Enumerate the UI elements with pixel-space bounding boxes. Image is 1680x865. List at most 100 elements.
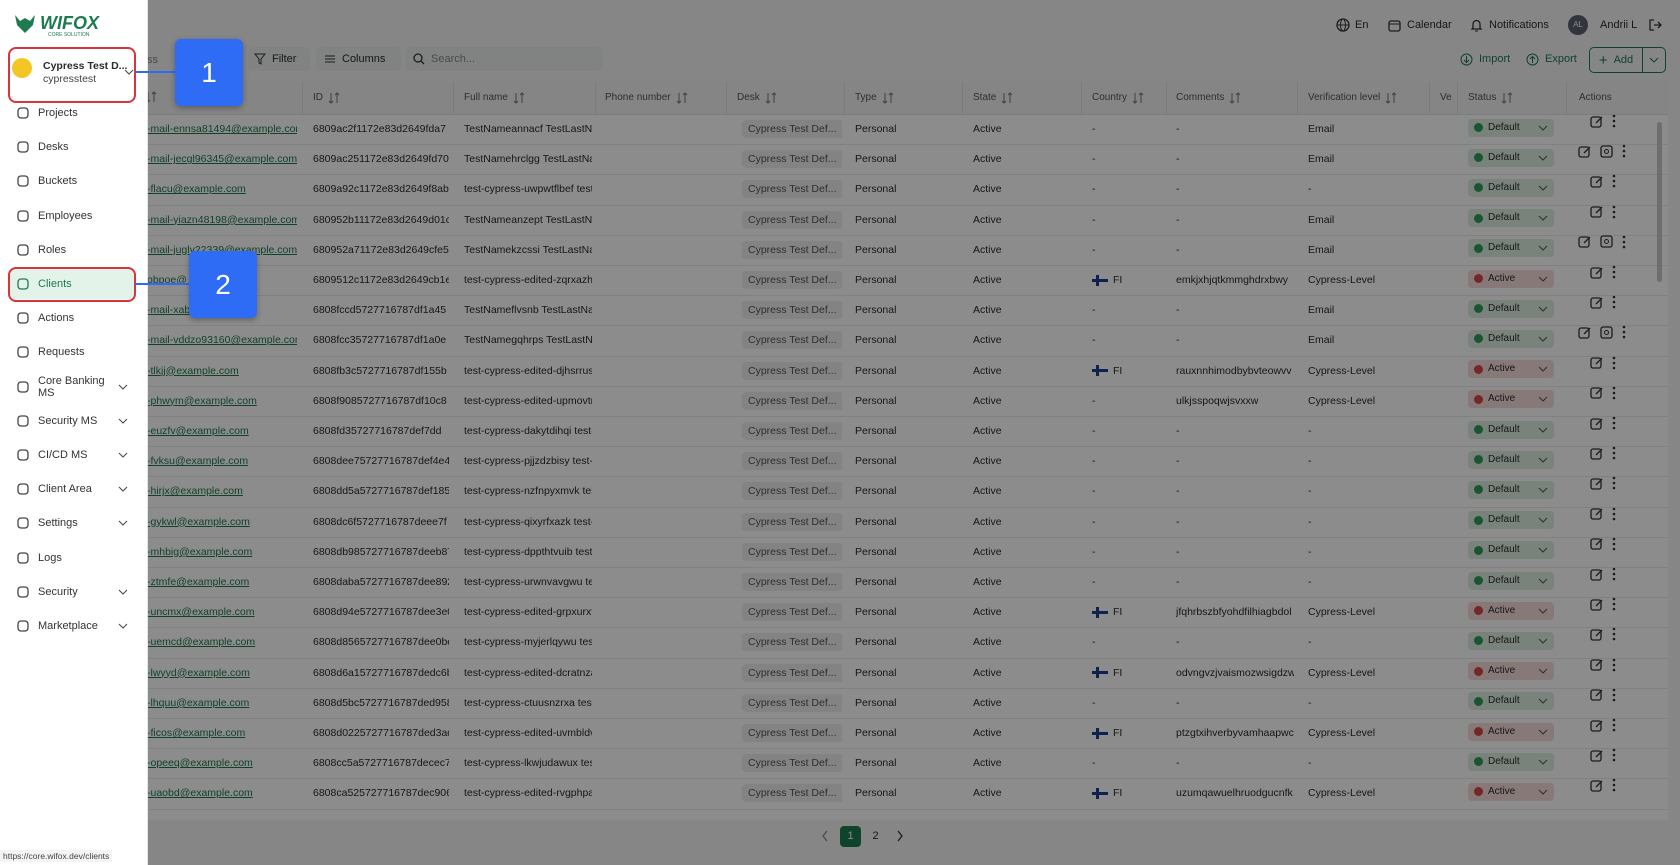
more-action[interactable]: [1612, 537, 1616, 551]
more-action[interactable]: [1612, 718, 1616, 732]
edit-action[interactable]: [1590, 749, 1603, 762]
more-action[interactable]: [1612, 476, 1616, 490]
status-select[interactable]: Default: [1468, 752, 1554, 771]
status-select[interactable]: Default: [1468, 541, 1554, 560]
columns-button[interactable]: Columns: [316, 47, 402, 71]
nav-item[interactable]: Requests: [9, 337, 136, 367]
status-select[interactable]: Active: [1468, 360, 1554, 379]
nav-item[interactable]: Security: [9, 577, 136, 607]
column-header[interactable]: Verification level: [1308, 82, 1397, 114]
edit-action[interactable]: [1578, 235, 1591, 248]
calendar[interactable]: Calendar: [1388, 16, 1452, 34]
more-action[interactable]: [1612, 416, 1616, 430]
status-select[interactable]: Active: [1468, 601, 1554, 620]
nav-item[interactable]: Clients: [9, 269, 136, 299]
column-header[interactable]: Desk: [737, 82, 777, 114]
view-action[interactable]: [1600, 235, 1613, 248]
edit-action[interactable]: [1590, 507, 1603, 520]
more-action[interactable]: [1612, 386, 1616, 400]
status-select[interactable]: Default: [1468, 631, 1554, 650]
edit-action[interactable]: [1590, 628, 1603, 641]
export-button[interactable]: Export: [1526, 47, 1577, 71]
column-header[interactable]: Full name: [464, 82, 525, 114]
status-select[interactable]: Default: [1468, 511, 1554, 530]
more-action[interactable]: [1622, 144, 1626, 158]
workspace-name[interactable]: Cypress Test D...: [43, 60, 128, 72]
page-button[interactable]: 2: [872, 830, 879, 842]
more-action[interactable]: [1612, 265, 1616, 279]
nav-item[interactable]: Employees: [9, 201, 136, 231]
edit-action[interactable]: [1590, 719, 1603, 732]
column-header[interactable]: State: [973, 82, 1013, 114]
status-select[interactable]: Default: [1468, 209, 1554, 228]
edit-action[interactable]: [1578, 145, 1591, 158]
more-action[interactable]: [1612, 446, 1616, 460]
status-select[interactable]: Default: [1468, 480, 1554, 499]
column-header[interactable]: Actions: [1579, 82, 1612, 114]
status-select[interactable]: Default: [1468, 239, 1554, 258]
search-box[interactable]: Search...: [405, 47, 603, 71]
more-action[interactable]: [1622, 235, 1626, 249]
add-button[interactable]: + Add: [1589, 47, 1643, 73]
nav-item[interactable]: Core Banking MS: [9, 372, 136, 402]
edit-action[interactable]: [1590, 115, 1603, 128]
more-action[interactable]: [1612, 205, 1616, 219]
edit-action[interactable]: [1590, 658, 1603, 671]
nav-item[interactable]: Marketplace: [9, 611, 136, 641]
nav-item[interactable]: Security MS: [9, 406, 136, 436]
edit-action[interactable]: [1590, 477, 1603, 490]
nav-item[interactable]: Actions: [9, 303, 136, 333]
notifications[interactable]: Notifications: [1470, 16, 1549, 34]
edit-action[interactable]: [1590, 417, 1603, 430]
more-action[interactable]: [1612, 114, 1616, 128]
status-select[interactable]: Active: [1468, 722, 1554, 741]
column-header[interactable]: Comments: [1176, 82, 1241, 114]
edit-action[interactable]: [1590, 205, 1603, 218]
column-header[interactable]: Type: [855, 82, 894, 114]
edit-action[interactable]: [1590, 598, 1603, 611]
view-action[interactable]: [1600, 145, 1613, 158]
page-button[interactable]: 1: [840, 826, 861, 847]
edit-action[interactable]: [1590, 568, 1603, 581]
nav-item[interactable]: Client Area: [9, 474, 136, 504]
more-action[interactable]: [1612, 295, 1616, 309]
column-header[interactable]: Phone number: [605, 82, 688, 114]
edit-action[interactable]: [1590, 296, 1603, 309]
more-action[interactable]: [1612, 658, 1616, 672]
more-action[interactable]: [1612, 174, 1616, 188]
more-action[interactable]: [1612, 627, 1616, 641]
status-select[interactable]: Default: [1468, 178, 1554, 197]
more-action[interactable]: [1612, 567, 1616, 581]
status-select[interactable]: Default: [1468, 420, 1554, 439]
status-select[interactable]: Active: [1468, 782, 1554, 801]
more-action[interactable]: [1612, 748, 1616, 762]
status-select[interactable]: Default: [1468, 329, 1554, 348]
edit-action[interactable]: [1590, 779, 1603, 792]
avatar[interactable]: AL: [1568, 15, 1588, 35]
column-header[interactable]: Country: [1092, 82, 1144, 114]
edit-action[interactable]: [1590, 266, 1603, 279]
more-action[interactable]: [1612, 356, 1616, 370]
edit-action[interactable]: [1590, 447, 1603, 460]
more-action[interactable]: [1612, 597, 1616, 611]
more-action[interactable]: [1612, 778, 1616, 792]
status-select[interactable]: Active: [1468, 662, 1554, 681]
nav-item[interactable]: Roles: [9, 235, 136, 265]
language[interactable]: En: [1336, 16, 1368, 34]
nav-item[interactable]: Settings: [9, 508, 136, 538]
more-action[interactable]: [1612, 688, 1616, 702]
add-dropdown[interactable]: [1642, 47, 1666, 73]
column-header[interactable]: ID: [313, 82, 340, 114]
edit-action[interactable]: [1590, 386, 1603, 399]
nav-item[interactable]: Projects: [9, 98, 136, 128]
status-select[interactable]: Default: [1468, 299, 1554, 318]
status-select[interactable]: Default: [1468, 450, 1554, 469]
edit-action[interactable]: [1590, 688, 1603, 701]
status-select[interactable]: Active: [1468, 269, 1554, 288]
nav-item[interactable]: CI/CD MS: [9, 440, 136, 470]
status-select[interactable]: Default: [1468, 571, 1554, 590]
edit-action[interactable]: [1590, 356, 1603, 369]
user-name[interactable]: Andrii L: [1600, 19, 1638, 31]
more-action[interactable]: [1612, 507, 1616, 521]
view-action[interactable]: [1600, 326, 1613, 339]
